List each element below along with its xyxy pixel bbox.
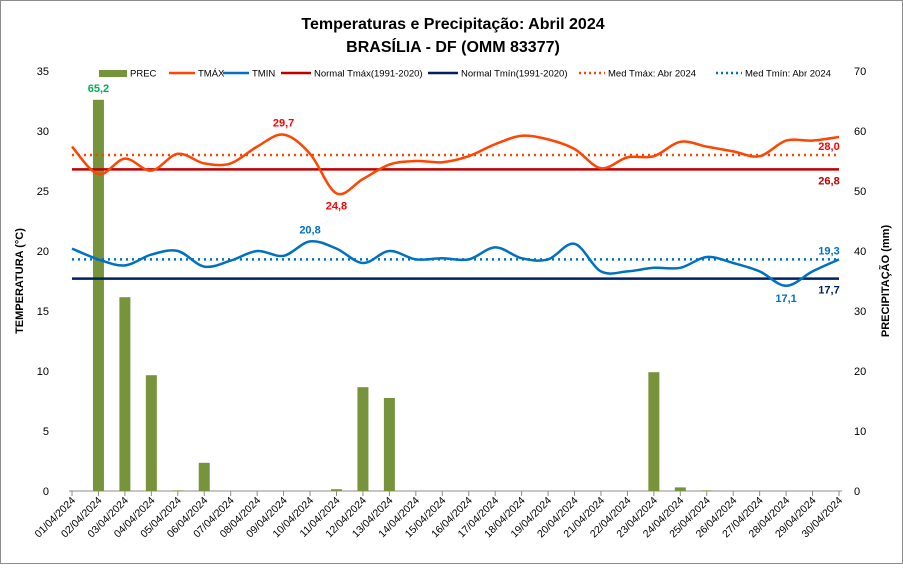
prec-bar [383, 398, 395, 491]
y-tick-label: 30 [37, 126, 49, 138]
data-label: 19,3 [818, 245, 839, 257]
legend-label: Med Tmáx: Abr 2024 [608, 69, 696, 80]
data-label: 24,8 [326, 200, 347, 212]
chart-subtitle: BRASÍLIA - DF (OMM 83377) [346, 37, 560, 56]
y2-tick-label: 0 [854, 486, 860, 498]
legend-label: Normal Tmáx(1991-2020) [314, 69, 423, 80]
prec-bar [357, 387, 369, 491]
tmax-line [71, 133, 840, 196]
tmin-line [71, 239, 840, 288]
y-axis-label: TEMPERATURA (°C) [14, 228, 26, 334]
y2-tick-label: 60 [854, 126, 866, 138]
legend-swatch [99, 70, 127, 77]
y2-tick-label: 10 [854, 426, 866, 438]
legend-label: Normal Tmín(1991-2020) [461, 69, 567, 80]
prec-bar [674, 487, 686, 491]
legend-label: TMIN [252, 69, 275, 80]
prec-bar [119, 297, 131, 491]
legend-label: TMÁX [198, 69, 225, 80]
prec-bar [330, 489, 342, 491]
data-label: 17,7 [818, 285, 839, 297]
y-tick-label: 20 [37, 246, 49, 258]
y2-axis-label: PRECIPITAÇÃO (mm) [879, 225, 892, 338]
data-label: 26,8 [818, 175, 839, 187]
y2-tick-label: 20 [854, 366, 866, 378]
y-tick-label: 35 [37, 66, 49, 78]
y2-tick-label: 40 [854, 246, 866, 258]
y-tick-label: 10 [37, 366, 49, 378]
data-label: 65,2 [88, 83, 109, 95]
prec-bar [648, 372, 660, 491]
y2-tick-label: 30 [854, 306, 866, 318]
legend-label: PREC [130, 69, 157, 80]
prec-bar [198, 462, 210, 491]
prec-bar [92, 99, 104, 492]
chart-title: Temperaturas e Precipitação: Abril 2024 [301, 16, 604, 33]
legend-label: Med Tmín: Abr 2024 [745, 69, 831, 80]
y2-tick-label: 70 [854, 66, 866, 78]
y-tick-label: 5 [43, 426, 49, 438]
data-label: 17,1 [775, 293, 796, 305]
y2-tick-label: 50 [854, 186, 866, 198]
data-label: 28,0 [818, 141, 839, 153]
data-label: 29,7 [273, 118, 294, 130]
y-tick-label: 15 [37, 306, 49, 318]
prec-bar [172, 490, 184, 491]
y-tick-label: 0 [43, 486, 49, 498]
prec-bar [701, 490, 713, 491]
prec-bar [145, 375, 157, 491]
y-tick-label: 25 [37, 186, 49, 198]
data-label: 20,8 [299, 224, 320, 236]
